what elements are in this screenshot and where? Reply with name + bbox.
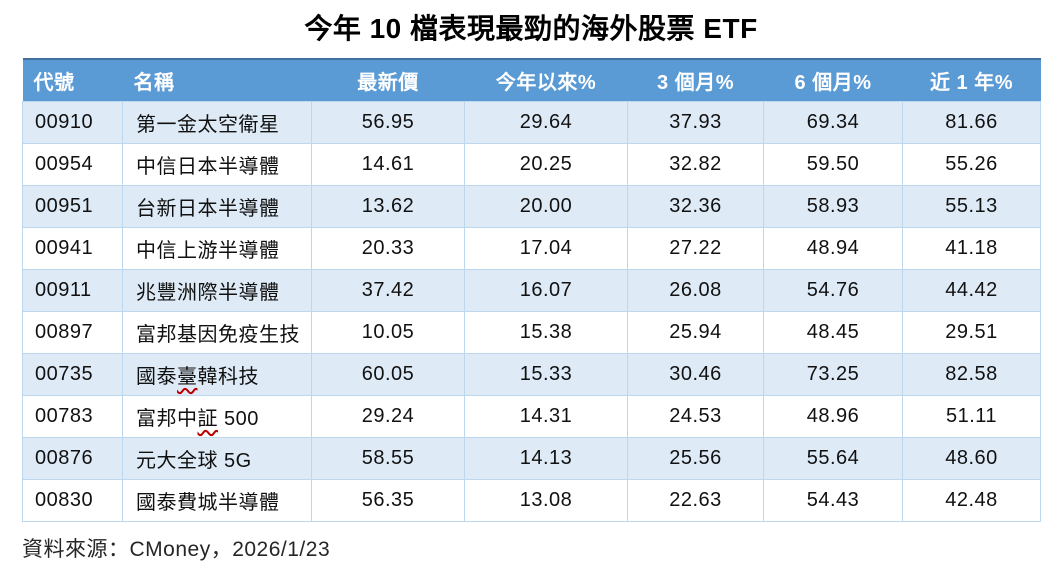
- value-cell: 58.93: [763, 184, 903, 228]
- code-cell: 00783: [22, 394, 123, 438]
- table-row: 00954 中信日本半導體 14.61 20.25 32.82 59.50 55.26: [22, 142, 1041, 186]
- etf-table: 代號 名稱 最新價 今年以來% 3 個月% 6 個月% 近 1 年% 00910 第一金太空衛…: [22, 58, 1041, 522]
- code-cell: 00897: [22, 310, 123, 354]
- value-cell: 32.36: [627, 184, 764, 228]
- value-cell: 30.46: [627, 352, 764, 396]
- value-cell: 29.24: [311, 394, 465, 438]
- table-row: 00783 富邦中証 500 29.24 14.31 24.53 48.96 51.11: [22, 394, 1041, 438]
- table-row: 00897 富邦基因免疫生技 10.05 15.38 25.94 48.45 29.51: [22, 310, 1041, 354]
- table-row: 00941 中信上游半導體 20.33 17.04 27.22 48.94 41.18: [22, 226, 1041, 270]
- code-cell: 00951: [22, 184, 123, 228]
- value-cell: 14.61: [311, 142, 465, 186]
- value-cell: 20.33: [311, 226, 465, 270]
- table-row: 00876 元大全球 5G 58.55 14.13 25.56 55.64 48.60: [22, 436, 1041, 480]
- table-row: 00830 國泰費城半導體 56.35 13.08 22.63 54.43 42.48: [22, 478, 1041, 522]
- value-cell: 55.64: [763, 436, 903, 480]
- value-cell: 56.35: [311, 478, 465, 522]
- value-cell: 17.04: [464, 226, 628, 270]
- value-cell: 55.26: [902, 142, 1041, 186]
- name-cell: 富邦中証 500: [122, 394, 312, 438]
- name-cell: 中信上游半導體: [122, 226, 312, 270]
- code-cell: 00911: [22, 268, 123, 312]
- name-cell: 第一金太空衛星: [122, 100, 312, 144]
- value-cell: 69.34: [763, 100, 903, 144]
- header-cell-0: 代號: [22, 58, 123, 101]
- value-cell: 48.96: [763, 394, 903, 438]
- value-cell: 82.58: [902, 352, 1041, 396]
- value-cell: 15.33: [464, 352, 628, 396]
- header-cell-4: 3 個月%: [627, 58, 764, 101]
- value-cell: 48.45: [763, 310, 903, 354]
- value-cell: 15.38: [464, 310, 628, 354]
- code-cell: 00735: [22, 352, 123, 396]
- value-cell: 59.50: [763, 142, 903, 186]
- value-cell: 81.66: [902, 100, 1041, 144]
- value-cell: 24.53: [627, 394, 764, 438]
- code-cell: 00876: [22, 436, 123, 480]
- code-cell: 00910: [22, 100, 123, 144]
- value-cell: 25.56: [627, 436, 764, 480]
- value-cell: 10.05: [311, 310, 465, 354]
- value-cell: 13.62: [311, 184, 465, 228]
- name-cell: 兆豐洲際半導體: [122, 268, 312, 312]
- table-row: 00910 第一金太空衛星 56.95 29.64 37.93 69.34 81.66: [22, 100, 1041, 144]
- value-cell: 42.48: [902, 478, 1041, 522]
- value-cell: 22.63: [627, 478, 764, 522]
- value-cell: 29.64: [464, 100, 628, 144]
- value-cell: 14.31: [464, 394, 628, 438]
- code-cell: 00954: [22, 142, 123, 186]
- value-cell: 58.55: [311, 436, 465, 480]
- header-cell-3: 今年以來%: [464, 58, 628, 101]
- value-cell: 25.94: [627, 310, 764, 354]
- table-body: 00910 第一金太空衛星 56.95 29.64 37.93 69.34 81.66 009…: [22, 100, 1041, 522]
- header-cell-5: 6 個月%: [763, 58, 903, 101]
- code-cell: 00830: [22, 478, 123, 522]
- value-cell: 20.00: [464, 184, 628, 228]
- header-cell-6: 近 1 年%: [902, 58, 1041, 101]
- value-cell: 54.43: [763, 478, 903, 522]
- header-cell-2: 最新價: [311, 58, 465, 101]
- value-cell: 26.08: [627, 268, 764, 312]
- value-cell: 48.94: [763, 226, 903, 270]
- value-cell: 56.95: [311, 100, 465, 144]
- table-row: 00911 兆豐洲際半導體 37.42 16.07 26.08 54.76 44.42: [22, 268, 1041, 312]
- name-cell: 中信日本半導體: [122, 142, 312, 186]
- value-cell: 37.93: [627, 100, 764, 144]
- value-cell: 55.13: [902, 184, 1041, 228]
- name-cell: 元大全球 5G: [122, 436, 312, 480]
- value-cell: 20.25: [464, 142, 628, 186]
- value-cell: 27.22: [627, 226, 764, 270]
- name-cell: 富邦基因免疫生技: [122, 310, 312, 354]
- header-row: 代號 名稱 最新價 今年以來% 3 個月% 6 個月% 近 1 年%: [22, 58, 1041, 101]
- spellcheck-underline: 臺: [177, 365, 198, 388]
- spellcheck-underline: 証: [197, 407, 218, 430]
- page-title: 今年 10 檔表現最勁的海外股票 ETF: [304, 13, 758, 44]
- table-header: 代號 名稱 最新價 今年以來% 3 個月% 6 個月% 近 1 年%: [22, 58, 1041, 101]
- value-cell: 44.42: [902, 268, 1041, 312]
- name-cell: 台新日本半導體: [122, 184, 312, 228]
- value-cell: 32.82: [627, 142, 764, 186]
- value-cell: 13.08: [464, 478, 628, 522]
- name-cell: 國泰臺韓科技: [122, 352, 312, 396]
- value-cell: 54.76: [763, 268, 903, 312]
- value-cell: 73.25: [763, 352, 903, 396]
- value-cell: 60.05: [311, 352, 465, 396]
- value-cell: 16.07: [464, 268, 628, 312]
- header-cell-1: 名稱: [122, 58, 312, 101]
- table-row: 00735 國泰臺韓科技 60.05 15.33 30.46 73.25 82.58: [22, 352, 1041, 396]
- table-row: 00951 台新日本半導體 13.62 20.00 32.36 58.93 55.13: [22, 184, 1041, 228]
- value-cell: 29.51: [902, 310, 1041, 354]
- name-cell: 國泰費城半導體: [122, 478, 312, 522]
- code-cell: 00941: [22, 226, 123, 270]
- value-cell: 48.60: [902, 436, 1041, 480]
- value-cell: 14.13: [464, 436, 628, 480]
- value-cell: 51.11: [902, 394, 1041, 438]
- source-note: 資料來源：CMoney，2026/1/23: [22, 537, 331, 561]
- value-cell: 37.42: [311, 268, 465, 312]
- value-cell: 41.18: [902, 226, 1041, 270]
